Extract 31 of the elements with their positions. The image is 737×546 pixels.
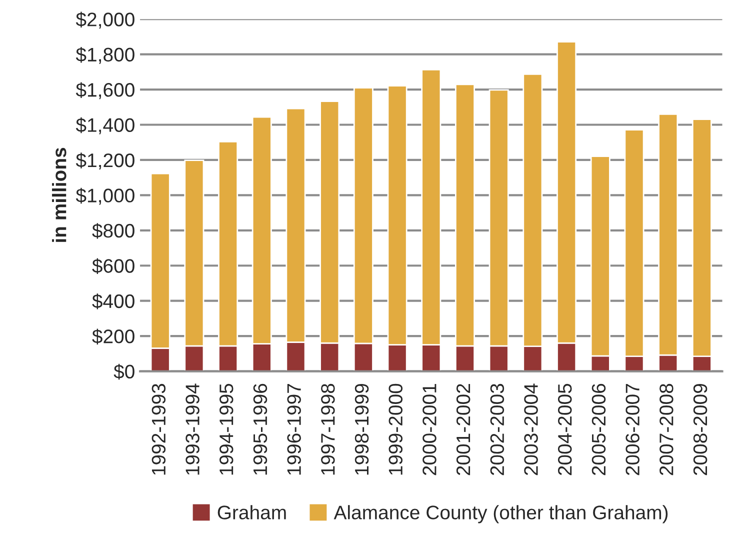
y-axis-title: in millions <box>52 148 66 242</box>
x-tick-label: 2005-2006 <box>592 384 606 476</box>
x-tick-label: 1995-1996 <box>253 384 268 475</box>
y-tick-label: $1,400 <box>76 117 134 134</box>
x-tick-label: 2001-2002 <box>456 384 470 476</box>
x-tick-label: 2006-2007 <box>626 384 640 476</box>
x-tick-label: 1997-1998 <box>321 384 335 475</box>
x-tick-label: 2008-2009 <box>693 384 708 476</box>
y-tick-label: $1,600 <box>76 82 134 100</box>
x-tick-label: 1992-1993 <box>152 384 166 475</box>
legend-label: Alamance County (other than Graham) <box>334 505 668 524</box>
y-tick-label: $0 <box>114 364 134 380</box>
y-tick-label: $1,800 <box>76 46 134 64</box>
y-tick-label: $400 <box>92 293 134 310</box>
x-tick-label: 1994-1995 <box>219 384 234 475</box>
legend-label: Graham <box>218 505 286 520</box>
x-tick-label: 2003-2004 <box>524 384 538 476</box>
y-tick-label: $200 <box>92 328 134 344</box>
x-tick-label: 1998-1999 <box>354 384 369 475</box>
x-tick-label: 2000-2001 <box>422 384 436 476</box>
y-tick-label: $1,000 <box>76 188 134 205</box>
x-tick-label: 2007-2008 <box>660 384 674 476</box>
x-tick-label: 2002-2003 <box>490 384 504 476</box>
x-tick-label: 1993-1994 <box>186 384 200 475</box>
x-tick-label: 1996-1997 <box>287 384 301 475</box>
x-tick-label: 1999-2000 <box>388 384 403 475</box>
y-tick-label: $600 <box>92 258 134 274</box>
y-tick-label: $800 <box>92 223 134 239</box>
y-tick-label: $2,000 <box>76 12 134 29</box>
y-tick-label: $1,200 <box>76 152 134 170</box>
x-tick-label: 2004-2005 <box>558 384 572 476</box>
